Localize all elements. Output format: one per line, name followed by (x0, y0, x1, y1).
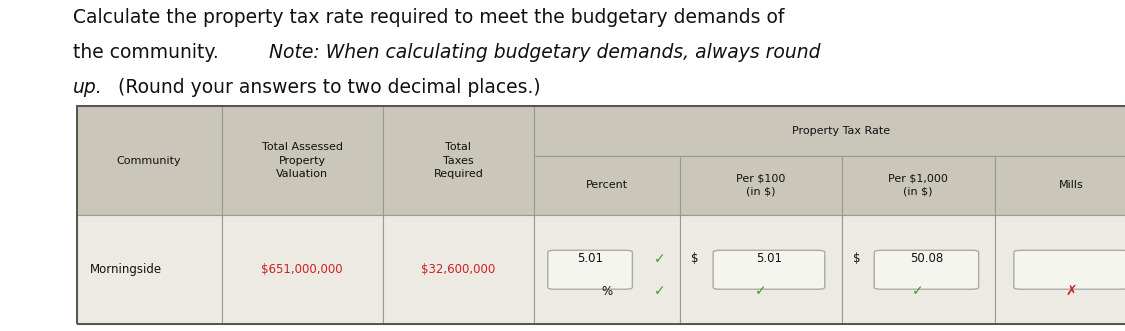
Text: 50.08: 50.08 (910, 252, 943, 265)
FancyBboxPatch shape (874, 250, 979, 289)
Bar (222, 215, 382, 324)
Text: Property Tax Rate: Property Tax Rate (792, 126, 890, 136)
Bar (534, 106, 1125, 156)
FancyBboxPatch shape (548, 250, 632, 289)
Text: 5.01: 5.01 (756, 252, 782, 265)
Bar (534, 215, 680, 324)
Bar (382, 215, 534, 324)
Text: ✓: ✓ (654, 252, 665, 266)
FancyBboxPatch shape (713, 250, 825, 289)
Bar (76, 215, 222, 324)
Text: $: $ (853, 252, 861, 265)
Bar (76, 106, 1125, 324)
Bar (842, 156, 994, 215)
Text: Morningside: Morningside (90, 263, 162, 276)
Text: ✓: ✓ (654, 284, 665, 298)
Text: Note: When calculating budgetary demands, always round: Note: When calculating budgetary demands… (269, 43, 820, 62)
FancyBboxPatch shape (1014, 250, 1125, 289)
Bar (680, 215, 842, 324)
Text: ✓: ✓ (912, 284, 924, 298)
Text: $32,600,000: $32,600,000 (421, 263, 495, 276)
Bar (534, 156, 680, 215)
Bar (382, 106, 534, 215)
Bar (680, 156, 842, 215)
Text: up.: up. (73, 78, 102, 97)
Text: %: % (602, 285, 612, 298)
Text: the community.: the community. (73, 43, 225, 62)
Text: 5.01: 5.01 (577, 252, 603, 265)
Text: Per $100
(in $): Per $100 (in $) (736, 174, 785, 197)
Text: Calculate the property tax rate required to meet the budgetary demands of: Calculate the property tax rate required… (73, 8, 784, 27)
Bar (994, 215, 1125, 324)
Bar (76, 106, 222, 215)
Text: Total
Taxes
Required: Total Taxes Required (433, 142, 484, 179)
Text: Per $1,000
(in $): Per $1,000 (in $) (888, 174, 948, 197)
Text: ✓: ✓ (755, 284, 766, 298)
Bar (994, 156, 1125, 215)
Text: $: $ (691, 252, 699, 265)
Bar (842, 215, 994, 324)
Bar (222, 106, 382, 215)
Text: ✗: ✗ (1065, 284, 1077, 298)
Text: Total Assessed
Property
Valuation: Total Assessed Property Valuation (261, 142, 342, 179)
Text: Mills: Mills (1059, 180, 1083, 190)
Text: (Round your answers to two decimal places.): (Round your answers to two decimal place… (111, 78, 540, 97)
Text: Community: Community (117, 156, 181, 166)
Text: Percent: Percent (586, 180, 628, 190)
Text: $651,000,000: $651,000,000 (261, 263, 343, 276)
